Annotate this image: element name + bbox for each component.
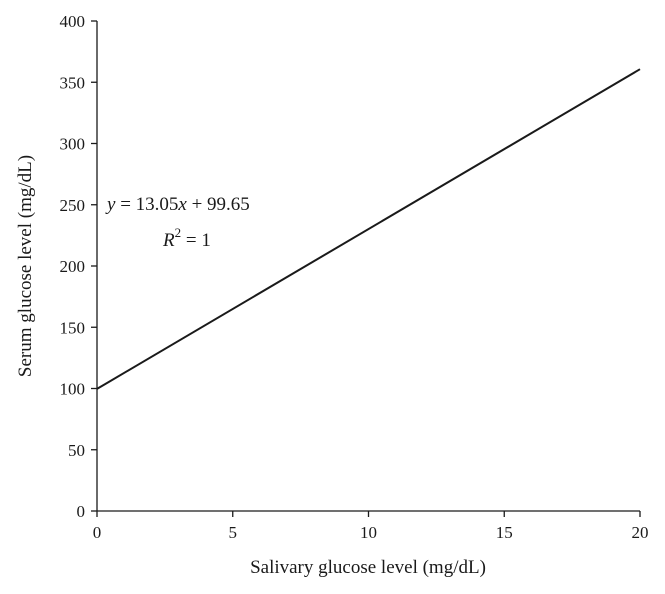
y-tick-label: 400 (60, 12, 86, 31)
x-tick-label: 15 (496, 523, 513, 542)
equation-middle: = 13.05 (115, 194, 178, 215)
r-squared-label: R2 = 1 (162, 225, 211, 251)
equation-y-var: y (105, 194, 116, 215)
y-tick-label: 200 (60, 257, 86, 276)
equation-x-var: x (177, 194, 187, 215)
r-squared-var: R (162, 230, 175, 251)
y-tick-label: 350 (60, 73, 86, 92)
y-tick-label: 300 (60, 135, 86, 154)
series-layer (96, 68, 641, 390)
y-axis-title: Serum glucose level (mg/dL) (15, 155, 36, 377)
r-squared-value: = 1 (181, 230, 211, 251)
regression-equation: y = 13.05x + 99.65 (105, 194, 250, 215)
y-axis: 0 50 100 150 200 250 300 350 400 (60, 12, 98, 521)
y-tick-label: 250 (60, 196, 86, 215)
x-tick-label: 20 (632, 523, 649, 542)
x-axis: 0 5 10 15 20 (93, 510, 649, 542)
y-tick-label: 150 (60, 318, 86, 337)
r-squared-exponent: 2 (175, 225, 182, 240)
x-tick-label: 5 (229, 523, 238, 542)
equation-end: + 99.65 (187, 194, 250, 215)
regression-line (96, 68, 641, 390)
x-tick-label: 0 (93, 523, 102, 542)
x-axis-title: Salivary glucose level (mg/dL) (250, 557, 486, 578)
y-tick-label: 0 (77, 502, 86, 521)
y-tick-label: 100 (60, 380, 86, 399)
x-tick-label: 10 (360, 523, 377, 542)
y-tick-label: 50 (68, 441, 85, 460)
